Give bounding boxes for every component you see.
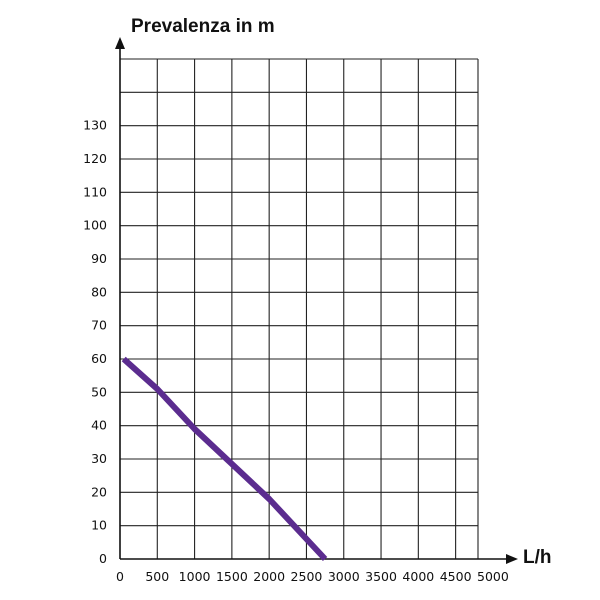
- x-tick-label: 1000: [179, 569, 211, 584]
- y-tick-label: 0: [99, 551, 107, 566]
- y-tick-label: 20: [91, 484, 107, 499]
- series-layer: [121, 356, 328, 562]
- y-tick-label: 100: [83, 218, 107, 233]
- y-tick-label: 80: [91, 284, 107, 299]
- x-tick-label: 4500: [440, 569, 472, 584]
- y-tick-label: 110: [83, 184, 107, 199]
- series-line: [121, 356, 328, 562]
- x-tick-label: 3500: [365, 569, 397, 584]
- grid: [120, 58, 479, 559]
- x-tick-label: 2500: [291, 569, 323, 584]
- x-tick-label: 3000: [328, 569, 360, 584]
- x-tick-label: 1500: [216, 569, 248, 584]
- x-tick-label: 500: [145, 569, 169, 584]
- y-tick-label: 30: [91, 451, 107, 466]
- x-axis-title: L/h: [523, 547, 552, 568]
- y-axis-title: Prevalenza in m: [131, 16, 275, 37]
- y-tick-label: 90: [91, 251, 107, 266]
- axes: [115, 37, 518, 564]
- y-tick-label: 10: [91, 518, 107, 533]
- x-tick-label: 5000: [477, 569, 509, 584]
- x-tick-label: 0: [116, 569, 124, 584]
- tick-labels: 0 10 20 30 40 50 60 70 80 90 100 110 120 130 0 500 1000 1…: [83, 118, 509, 584]
- y-axis-arrow: [115, 37, 125, 49]
- y-tick-label: 60: [91, 351, 107, 366]
- y-tick-label: 120: [83, 151, 107, 166]
- x-tick-label: 2000: [253, 569, 285, 584]
- y-tick-label: 70: [91, 318, 107, 333]
- y-tick-label: 40: [91, 418, 107, 433]
- x-tick-label: 4000: [402, 569, 434, 584]
- y-tick-label: 50: [91, 384, 107, 399]
- x-axis-arrow: [506, 554, 518, 564]
- y-tick-label: 130: [83, 118, 107, 133]
